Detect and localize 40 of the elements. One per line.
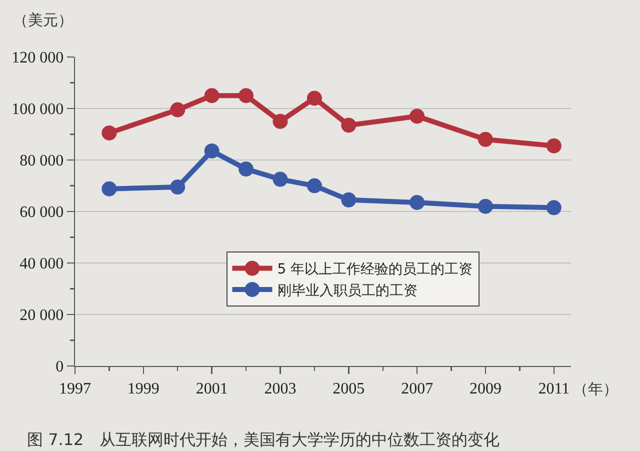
legend-label: 5 年以上工作经验的员工的工资	[277, 262, 473, 278]
point	[272, 114, 288, 129]
x-tick-label: 2009	[469, 380, 502, 398]
caption: 图 7.12 从互联网时代开始，美国有大学学历的中位数工资的变化	[27, 430, 500, 449]
x-tick-label: 2001	[196, 380, 228, 398]
x-tick-label: 1997	[59, 380, 91, 398]
point	[306, 178, 322, 194]
point	[204, 143, 220, 158]
legend-label: 刚毕业入职员工的工资	[277, 282, 418, 299]
y-tick-label: 120 000	[12, 50, 64, 67]
point	[546, 138, 562, 154]
point	[170, 180, 186, 195]
y-tick-label: 20 000	[20, 307, 64, 324]
point	[170, 102, 186, 118]
y-tick-label: 40 000	[20, 256, 64, 273]
y-tick-label: 0	[56, 358, 64, 376]
point	[238, 88, 254, 104]
point	[410, 108, 425, 124]
y-tick-label: 80 000	[20, 152, 64, 170]
x-tick-label: 2003	[264, 380, 296, 398]
x-tick-label: 2005	[332, 380, 365, 398]
point	[341, 118, 356, 133]
point	[306, 90, 322, 106]
y-tick-label: 100 000	[12, 101, 64, 118]
x-tick-label: 2011	[538, 380, 570, 398]
x-axis-title: （年）	[573, 380, 618, 398]
y-axis-title: （美元）	[13, 11, 73, 29]
point	[204, 88, 220, 104]
point	[410, 194, 425, 210]
point	[102, 125, 117, 140]
point	[238, 162, 254, 177]
x-tick-label: 2007	[401, 380, 434, 398]
x-tick-label: 1999	[127, 380, 160, 398]
point	[272, 172, 288, 187]
point	[341, 192, 356, 208]
point	[546, 200, 562, 216]
point	[478, 132, 493, 147]
point	[478, 198, 493, 214]
y-tick-label: 60 000	[20, 204, 64, 222]
point	[102, 181, 117, 196]
